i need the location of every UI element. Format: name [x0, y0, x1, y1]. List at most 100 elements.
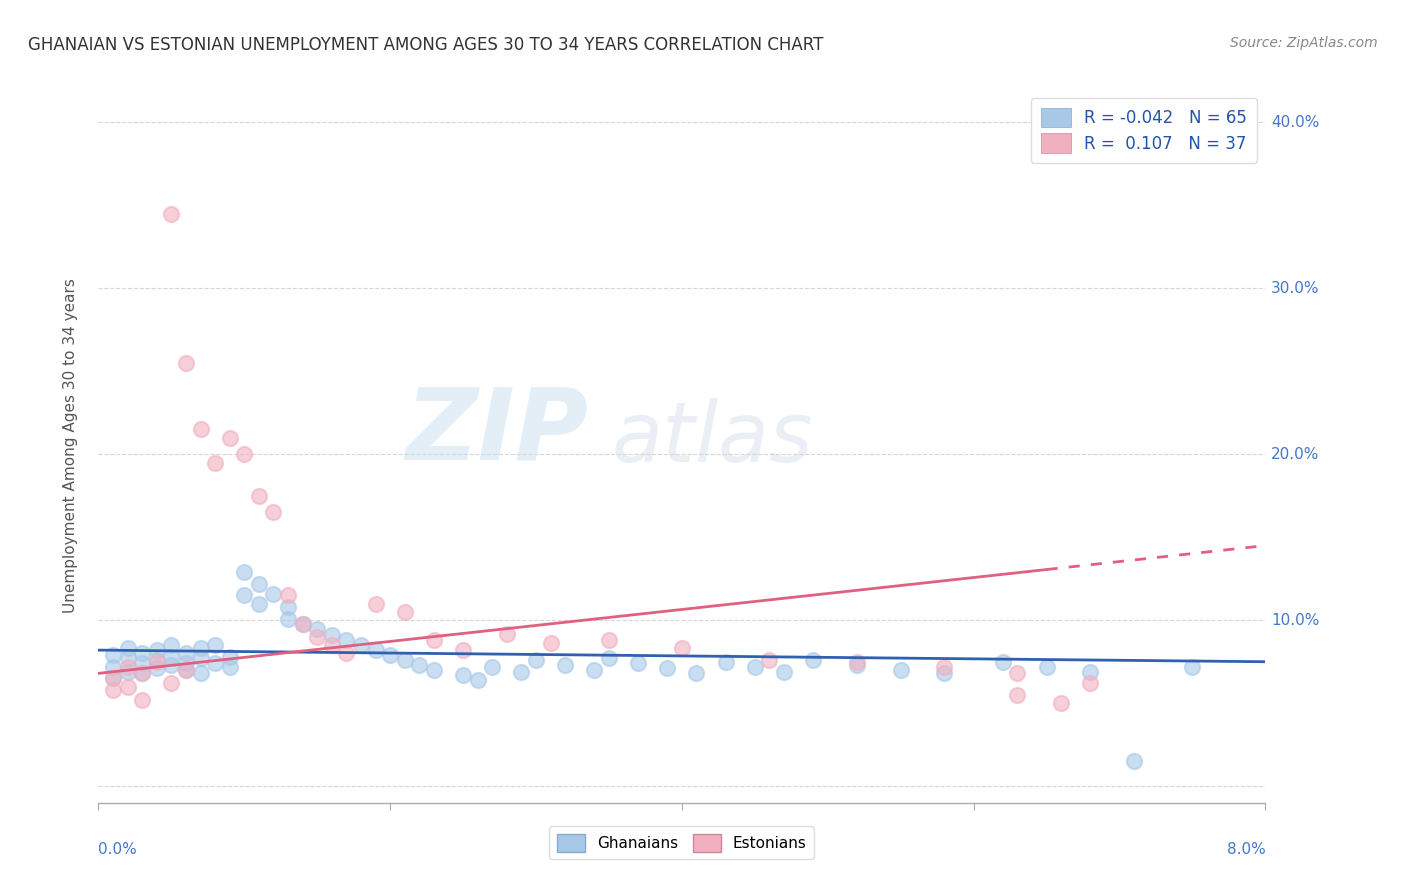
Point — [146, 661, 169, 675]
Point — [160, 638, 183, 652]
Point — [307, 630, 329, 644]
Point — [131, 647, 153, 661]
Point — [204, 657, 226, 671]
Point — [890, 663, 912, 677]
Point — [101, 659, 124, 673]
Point — [934, 666, 956, 681]
Point — [131, 657, 153, 671]
Point — [291, 616, 314, 631]
Point — [160, 676, 183, 690]
Point — [1007, 688, 1029, 702]
Point — [160, 649, 183, 664]
Point — [335, 633, 357, 648]
Point — [364, 597, 387, 611]
Point — [991, 655, 1014, 669]
Point — [247, 489, 270, 503]
Point — [801, 653, 824, 667]
Point — [554, 658, 576, 673]
Point — [423, 663, 446, 677]
Point — [160, 207, 183, 221]
Text: 10.0%: 10.0% — [1271, 613, 1320, 628]
Point — [1123, 754, 1146, 768]
Point — [262, 587, 284, 601]
Point — [321, 628, 343, 642]
Text: 8.0%: 8.0% — [1226, 842, 1265, 857]
Point — [671, 641, 693, 656]
Point — [364, 643, 387, 657]
Point — [845, 655, 868, 669]
Point — [627, 657, 650, 671]
Point — [117, 641, 139, 656]
Point — [408, 658, 430, 673]
Point — [1080, 665, 1102, 679]
Point — [174, 356, 197, 370]
Point — [773, 665, 796, 679]
Point — [423, 633, 446, 648]
Point — [160, 658, 183, 673]
Text: 30.0%: 30.0% — [1271, 281, 1320, 296]
Point — [451, 668, 474, 682]
Point — [190, 666, 212, 681]
Point — [247, 576, 270, 591]
Point — [233, 588, 256, 602]
Point — [233, 565, 256, 579]
Point — [117, 651, 139, 665]
Point — [657, 661, 679, 675]
Point — [101, 648, 124, 662]
Point — [131, 666, 153, 681]
Point — [146, 653, 169, 667]
Point — [277, 611, 299, 625]
Text: 40.0%: 40.0% — [1271, 115, 1320, 130]
Point — [117, 665, 139, 679]
Point — [247, 597, 270, 611]
Point — [174, 663, 197, 677]
Point — [583, 663, 606, 677]
Point — [1050, 696, 1073, 710]
Point — [233, 447, 256, 461]
Point — [934, 659, 956, 673]
Point — [350, 638, 373, 652]
Point — [1080, 676, 1102, 690]
Point — [277, 588, 299, 602]
Point — [218, 659, 240, 673]
Point — [380, 648, 402, 662]
Point — [845, 658, 868, 673]
Point — [467, 673, 489, 687]
Point — [101, 671, 124, 685]
Point — [335, 647, 357, 661]
Point — [101, 671, 124, 685]
Point — [307, 622, 329, 636]
Point — [598, 651, 620, 665]
Point — [291, 616, 314, 631]
Point — [204, 638, 226, 652]
Point — [218, 431, 240, 445]
Point — [451, 643, 474, 657]
Point — [174, 663, 197, 677]
Point — [190, 422, 212, 436]
Point — [117, 659, 139, 673]
Text: atlas: atlas — [612, 399, 814, 479]
Point — [758, 653, 780, 667]
Point — [204, 456, 226, 470]
Text: ZIP: ZIP — [405, 384, 589, 480]
Point — [190, 641, 212, 656]
Point — [394, 605, 416, 619]
Point — [131, 666, 153, 681]
Point — [131, 693, 153, 707]
Point — [524, 653, 547, 667]
Legend: Ghanaians, Estonians: Ghanaians, Estonians — [550, 827, 814, 859]
Y-axis label: Unemployment Among Ages 30 to 34 years: Unemployment Among Ages 30 to 34 years — [63, 278, 77, 614]
Point — [744, 659, 766, 673]
Point — [714, 655, 737, 669]
Point — [1035, 659, 1057, 673]
Point — [218, 649, 240, 664]
Text: 0.0%: 0.0% — [98, 842, 138, 857]
Point — [1181, 659, 1204, 673]
Text: 20.0%: 20.0% — [1271, 447, 1320, 462]
Point — [146, 655, 169, 669]
Point — [262, 505, 284, 519]
Point — [321, 638, 343, 652]
Text: Source: ZipAtlas.com: Source: ZipAtlas.com — [1230, 36, 1378, 50]
Point — [685, 666, 707, 681]
Point — [496, 626, 519, 640]
